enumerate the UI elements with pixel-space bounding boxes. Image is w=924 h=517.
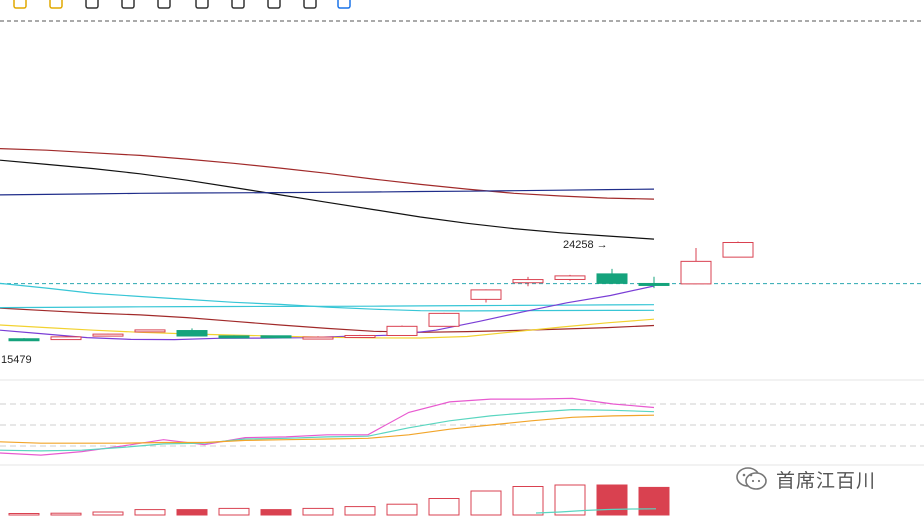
volume-bar-up — [302, 507, 334, 516]
low-price-label: ←15479 — [0, 354, 32, 366]
candle-body-up — [470, 289, 502, 300]
watermark-text: 首席江百川 — [776, 470, 877, 492]
candlestick-icon[interactable] — [156, 0, 172, 10]
link-icon[interactable] — [48, 0, 64, 10]
kdj-line-3 — [0, 414, 655, 444]
candle-body-up — [512, 279, 544, 284]
candle-body-down — [596, 273, 628, 284]
volume-bar-up — [218, 507, 250, 516]
pencil-icon[interactable] — [84, 0, 100, 10]
moving-average-1 — [0, 148, 655, 200]
high-price-label: 24258 → — [563, 239, 608, 251]
magnet-icon[interactable] — [12, 0, 28, 10]
wechat-watermark: 首席江百川 — [734, 462, 876, 496]
candle-body-down — [8, 338, 40, 342]
volume-average-line — [535, 508, 657, 514]
candle-body-up — [92, 333, 124, 337]
candle-body-up — [428, 312, 460, 327]
trash-icon[interactable] — [302, 0, 318, 10]
volume-bar-up — [8, 513, 40, 516]
candle-body-up — [50, 336, 82, 341]
volume-bar-up — [512, 486, 544, 516]
volume-bar-up — [50, 512, 82, 516]
drawing-toolbar — [0, 0, 360, 12]
candle-body-up — [680, 260, 712, 285]
wechat-icon — [736, 467, 767, 490]
volume-bar-up — [470, 490, 502, 516]
note-icon[interactable] — [266, 0, 282, 10]
moving-average-5 — [0, 307, 655, 333]
moving-average-4 — [0, 282, 655, 312]
candle-body-down — [176, 330, 208, 337]
volume-bar-up — [428, 498, 460, 516]
candle-body-down — [218, 335, 250, 339]
candle-body-up — [302, 336, 334, 340]
candle-body-up — [386, 325, 418, 336]
moving-average-6 — [0, 304, 655, 309]
settings-icon[interactable] — [336, 0, 352, 10]
volume-bar-down — [596, 484, 628, 516]
moving-average-2 — [0, 159, 655, 240]
candle-body-down — [638, 282, 670, 286]
candle-body-up — [134, 329, 166, 333]
candle-body-up — [344, 334, 376, 338]
text-icon[interactable] — [194, 0, 210, 10]
kdj-line-2 — [0, 408, 655, 452]
kdj-line-1 — [0, 397, 655, 456]
brush-icon[interactable] — [120, 0, 136, 10]
volume-bar-up — [92, 511, 124, 516]
candle-body-up — [554, 275, 586, 280]
volume-bar-up — [386, 503, 418, 516]
volume-bar-up — [554, 484, 586, 516]
volume-bar-down — [176, 509, 208, 516]
volume-bar-up — [344, 506, 376, 516]
candle-body-down — [260, 335, 292, 339]
volume-bar-down — [638, 486, 670, 516]
volume-bar-up — [134, 509, 166, 516]
bookmark-icon[interactable] — [230, 0, 246, 10]
volume-bar-down — [260, 509, 292, 516]
moving-average-3 — [0, 188, 655, 196]
candle-body-up — [722, 242, 754, 258]
